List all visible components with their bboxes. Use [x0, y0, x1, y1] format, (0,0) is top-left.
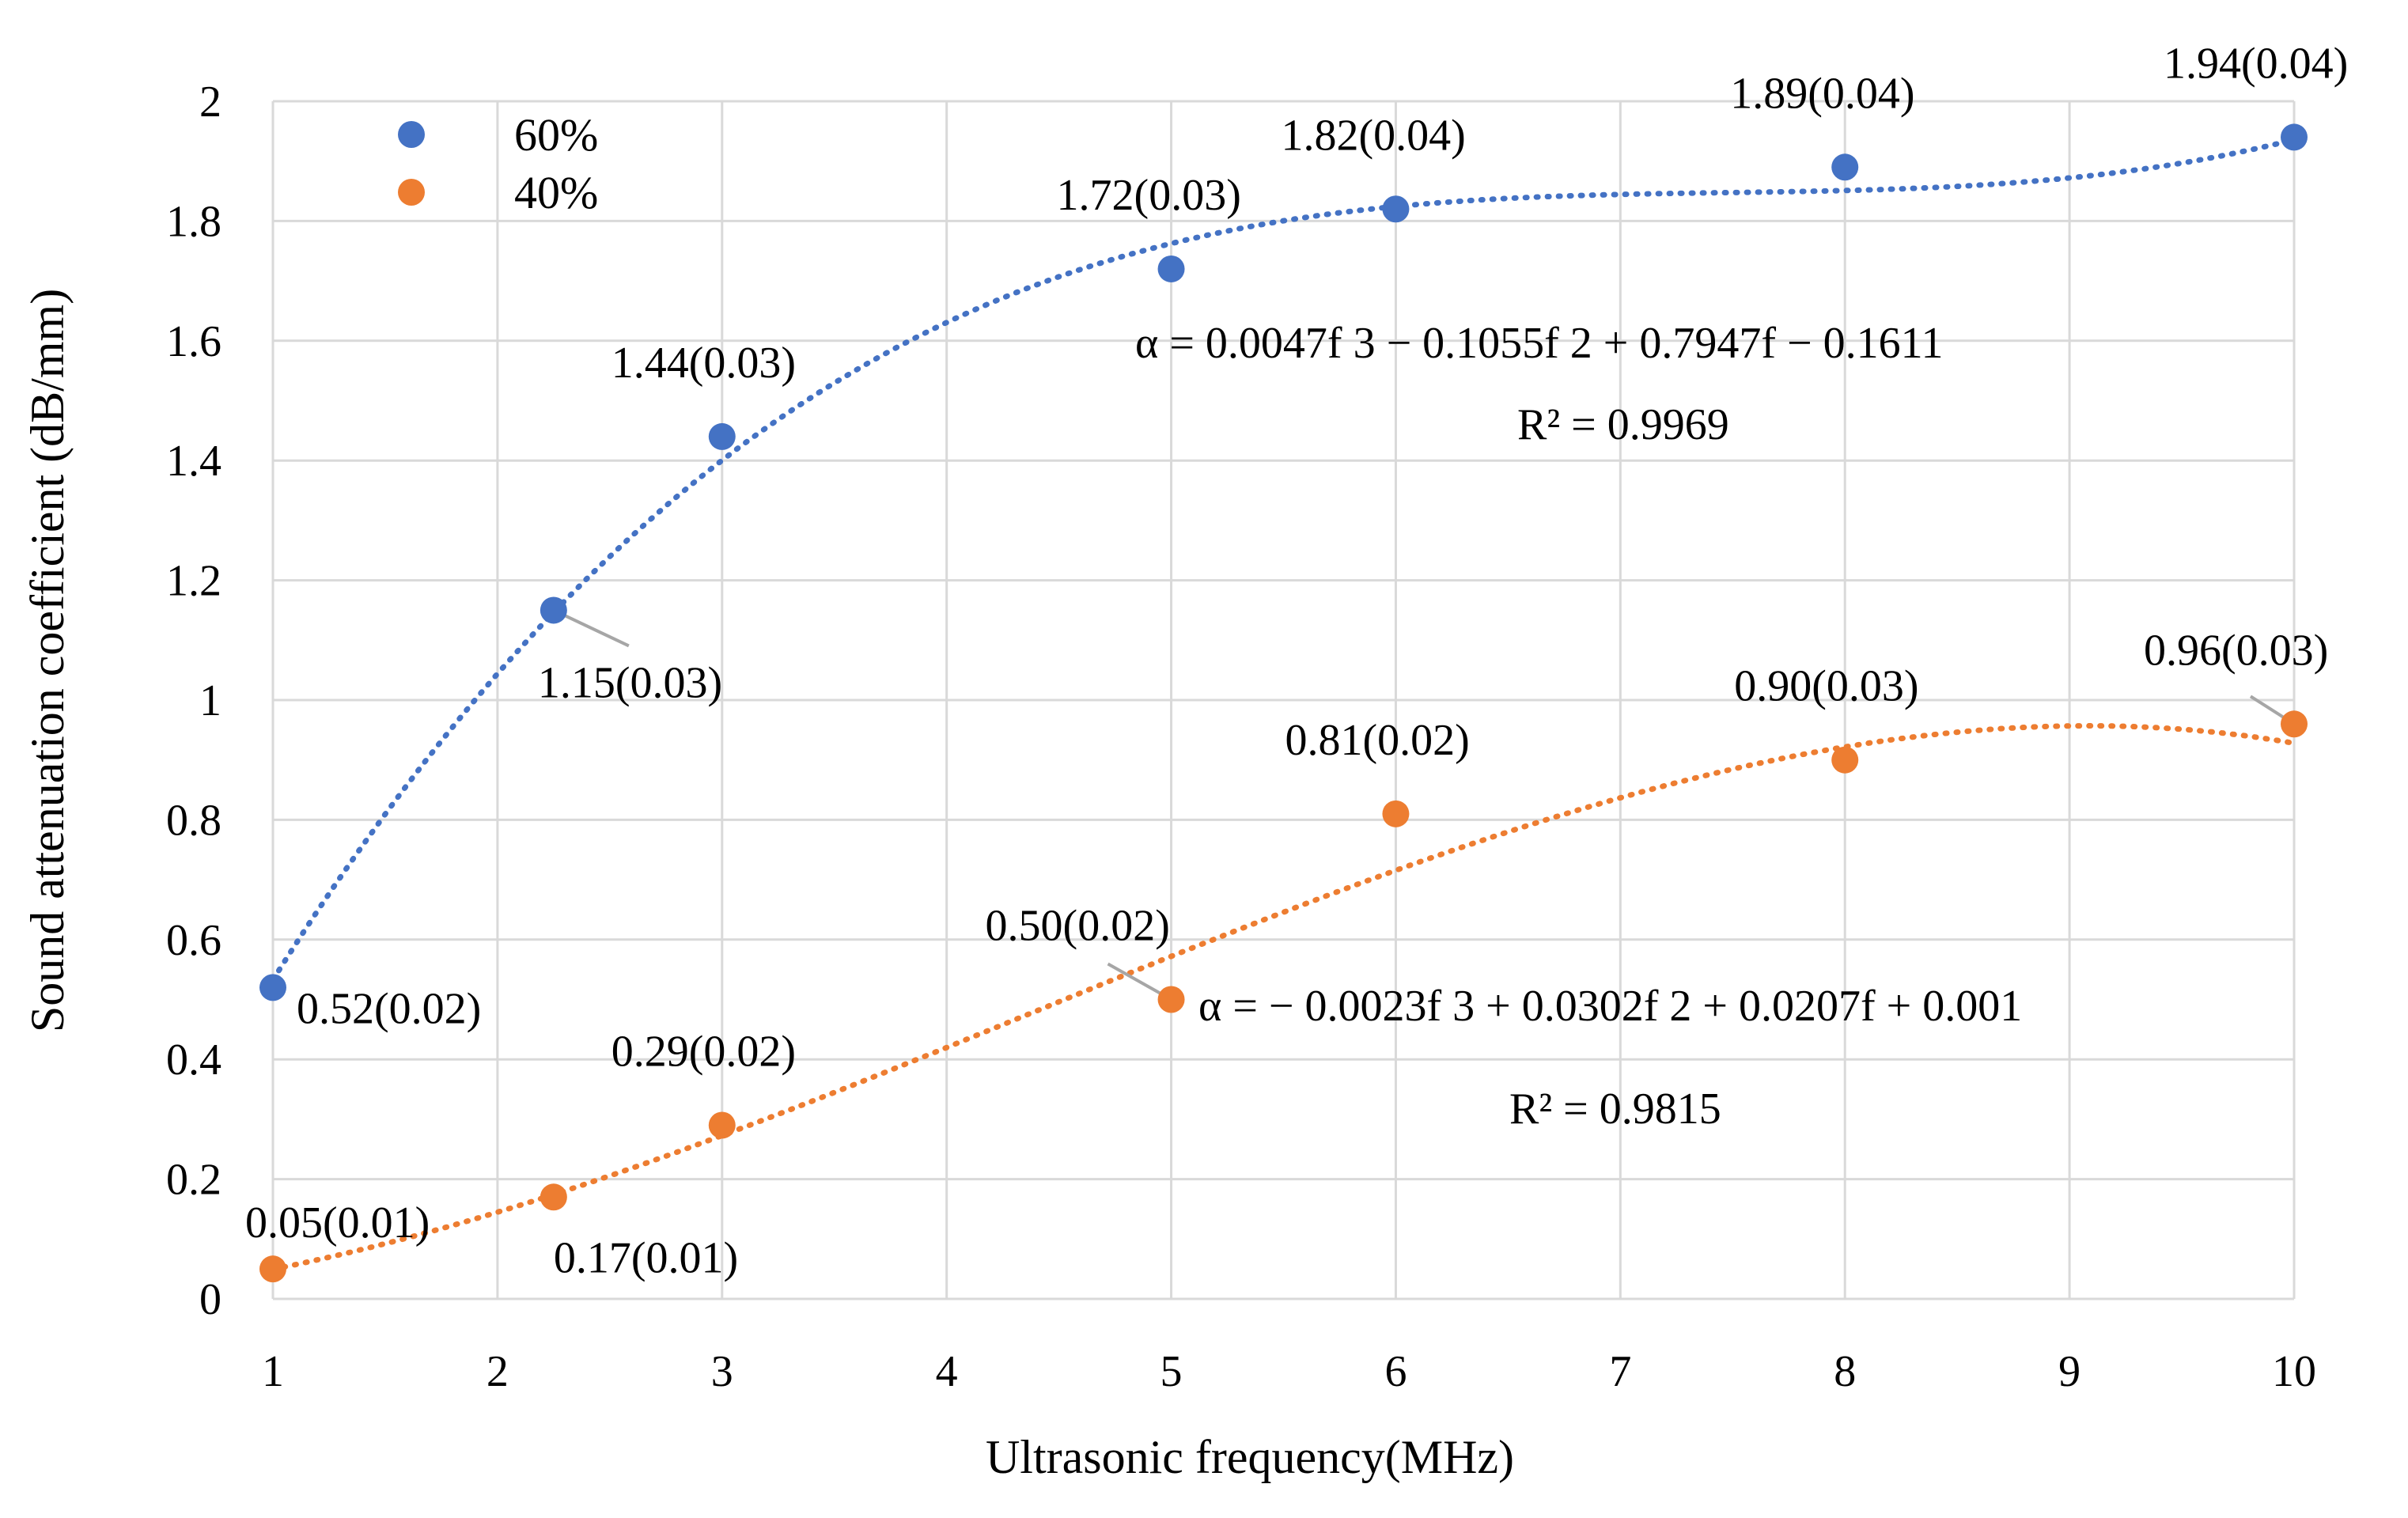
x-tick-label: 5 [1160, 1347, 1183, 1396]
trendline-60 [270, 137, 2297, 983]
r-squared-40: R² = 0.9815 [1509, 1085, 1721, 1134]
x-tick-label: 9 [2058, 1347, 2080, 1396]
y-tick-label: 0.2 [166, 1156, 221, 1205]
y-tick-label: 0.4 [166, 1035, 221, 1085]
y-tick-label: 2 [199, 78, 221, 127]
data-label-40: 0.50(0.02) [986, 902, 1170, 951]
data-label-60: 1.94(0.04) [2164, 39, 2348, 88]
trendline-equation-40: α = − 0.0023f 3 + 0.0302f 2 + 0.0207f + … [1198, 982, 2022, 1031]
data-label-60: 0.52(0.02) [297, 984, 481, 1033]
y-tick-label: 1.8 [166, 197, 221, 246]
legend-label-40: 40% [514, 167, 598, 218]
data-point-60 [540, 596, 567, 624]
data-point-40 [2281, 710, 2308, 738]
y-tick-labels: 0 0.2 0.4 0.6 0.8 1 1.2 1.4 1.6 1.8 2 [166, 78, 221, 1324]
x-tick-label: 4 [936, 1347, 958, 1396]
equation-40: α = − 0.0023f 3 + 0.0302f 2 + 0.0207f + … [1198, 982, 2022, 1134]
data-label-40: 0.96(0.03) [2144, 626, 2328, 675]
equation-60: α = 0.0047f 3 − 0.1055f 2 + 0.7947f − 0.… [1135, 319, 1944, 449]
y-tick-label: 0 [199, 1275, 221, 1324]
grid [271, 100, 2296, 1300]
y-axis-title: Sound attenuation coefficient (dB/mm) [21, 289, 74, 1032]
y-tick-label: 1.4 [166, 437, 221, 486]
data-label-40: 0.90(0.03) [1734, 662, 1918, 711]
data-point-60 [259, 974, 286, 1001]
data-label-40: 0.17(0.01) [554, 1233, 738, 1282]
data-labels: 0.52(0.02) 1.15(0.03) 1.44(0.03) 1.72(0.03)… [245, 39, 2348, 1282]
legend-label-60: 60% [514, 109, 598, 161]
data-point-40 [1157, 986, 1185, 1013]
y-tick-label: 1.6 [166, 317, 221, 366]
x-tick-label: 3 [711, 1347, 733, 1396]
trendline-40 [270, 722, 2297, 1272]
data-label-60: 1.44(0.03) [611, 339, 796, 388]
data-point-60 [2281, 123, 2308, 151]
data-label-60: 1.82(0.04) [1281, 111, 1465, 160]
trendlines [270, 137, 2297, 1272]
data-label-60: 1.72(0.03) [1057, 171, 1241, 220]
data-point-40 [259, 1255, 286, 1283]
y-tick-label: 0.6 [166, 916, 221, 965]
data-label-60: 1.15(0.03) [538, 658, 722, 707]
x-tick-label: 10 [2272, 1347, 2316, 1396]
leader-lines [553, 608, 2296, 1001]
data-label-40: 0.29(0.02) [611, 1027, 796, 1076]
legend-marker-40 [398, 179, 425, 206]
x-axis-title: Ultrasonic frequency(MHz) [986, 1431, 1514, 1483]
data-label-40: 0.05(0.01) [245, 1198, 430, 1247]
x-tick-label: 2 [487, 1347, 509, 1396]
legend: 60% 40% [398, 109, 598, 218]
y-tick-label: 1.2 [166, 557, 221, 606]
data-point-60 [708, 422, 736, 450]
legend-marker-60 [398, 121, 425, 148]
data-point-60 [1157, 255, 1185, 282]
data-label-60: 1.89(0.04) [1730, 69, 1914, 118]
data-point-40 [540, 1183, 567, 1211]
trendline-equation-60: α = 0.0047f 3 − 0.1055f 2 + 0.7947f − 0.… [1135, 319, 1944, 368]
y-tick-label: 0.8 [166, 796, 221, 845]
x-tick-label: 1 [262, 1347, 284, 1396]
data-point-60 [1382, 195, 1410, 223]
data-point-40 [708, 1111, 736, 1139]
x-tick-label: 7 [1609, 1347, 1631, 1396]
data-point-40 [1382, 800, 1410, 827]
x-tick-labels: 1 2 3 4 5 6 7 8 9 10 [262, 1347, 2316, 1396]
leader-line [553, 608, 630, 648]
data-points [259, 123, 2308, 1283]
r-squared-60: R² = 0.9969 [1517, 400, 1729, 449]
x-tick-label: 8 [1834, 1347, 1856, 1396]
y-tick-label: 1 [199, 676, 221, 725]
x-tick-label: 6 [1384, 1347, 1407, 1396]
data-point-40 [1831, 746, 1859, 774]
data-point-60 [1831, 153, 1859, 181]
data-label-40: 0.81(0.02) [1285, 716, 1469, 765]
